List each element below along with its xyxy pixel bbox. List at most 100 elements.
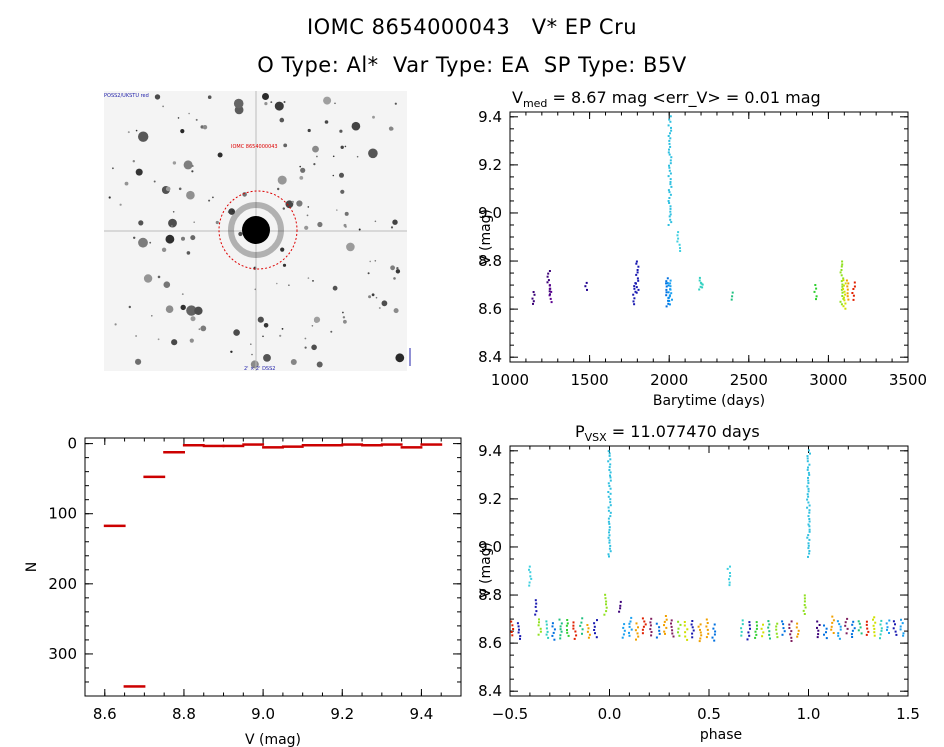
phased-point: [808, 552, 811, 555]
phased-point: [641, 628, 644, 631]
phased-point: [608, 547, 611, 550]
phased-point: [761, 635, 764, 638]
lightcurve-point: [842, 288, 845, 290]
phased-point: [572, 627, 575, 630]
phased-point: [607, 506, 610, 509]
phased-point: [741, 619, 744, 622]
phased-point: [609, 458, 612, 461]
lightcurve-point: [847, 298, 850, 301]
phased-point: [683, 621, 686, 623]
star: [135, 358, 142, 365]
phased-point: [678, 634, 681, 637]
star: [367, 272, 370, 275]
phased-point: [596, 619, 598, 622]
phased-point: [519, 635, 522, 638]
phased-point: [706, 622, 709, 624]
phased-point: [808, 463, 811, 466]
phased-point: [519, 637, 521, 640]
phased-point: [547, 636, 550, 639]
phased-point: [658, 632, 661, 635]
phased-point: [663, 624, 665, 627]
phased-point: [775, 625, 778, 628]
lightcurve-point: [842, 305, 845, 308]
phased-point: [511, 634, 514, 637]
lightcurve-point: [637, 279, 640, 282]
phased-point: [643, 620, 646, 623]
lightcurve-xtick-label: 2000: [650, 371, 688, 389]
phased-point: [608, 526, 611, 529]
star: [263, 354, 271, 362]
phased-point: [817, 629, 820, 632]
phased-point: [559, 634, 562, 637]
star: [135, 129, 138, 132]
star: [344, 225, 347, 228]
phased-point: [846, 627, 849, 630]
lightcurve-point: [532, 300, 535, 303]
star: [177, 117, 180, 119]
lightcurve-point: [669, 193, 672, 196]
phased-point: [623, 629, 626, 632]
lightcurve-point: [844, 293, 847, 296]
lightcurve-point: [668, 142, 671, 145]
lightcurve-point: [671, 298, 673, 301]
phased-point: [755, 621, 758, 624]
lightcurve-point: [637, 265, 640, 268]
phased-point: [607, 536, 610, 539]
phased-xtick-label: −0.5: [492, 705, 528, 723]
phased-point: [888, 619, 891, 622]
phased-xtick-label: 1.5: [896, 705, 920, 723]
phased-point: [605, 606, 608, 609]
phased-point: [546, 630, 549, 633]
chart-title-line1: IOMC 8654000043 V* EP Cru: [306, 15, 638, 39]
phased-ytick-label: 8.4: [478, 682, 502, 700]
histogram-bars: [103, 443, 443, 688]
star: [195, 118, 198, 121]
lightcurve-ytick-label: 9.4: [478, 108, 502, 126]
phased-point: [545, 623, 548, 626]
phased-point: [816, 636, 819, 639]
phased-point: [642, 625, 645, 628]
star: [390, 265, 395, 271]
phased-point: [609, 550, 612, 553]
phased-point: [844, 621, 847, 624]
lightcurve-point: [548, 287, 551, 290]
lightcurve-xtick-label: 1000: [491, 371, 529, 389]
lightcurve-point: [667, 297, 670, 299]
lightcurve-point: [840, 274, 843, 277]
phased-point: [808, 550, 811, 552]
phased-point: [534, 605, 537, 608]
star: [279, 117, 285, 123]
phased-point: [726, 567, 729, 570]
phased-point: [553, 638, 556, 641]
phased-point: [637, 635, 640, 638]
phased-point: [619, 607, 622, 610]
phased-point: [850, 633, 853, 636]
histogram-xtick-label: 9.2: [330, 705, 354, 723]
star: [112, 167, 114, 170]
star: [358, 228, 361, 231]
phased-point: [581, 617, 584, 620]
lightcurve-point: [698, 279, 701, 282]
star: [165, 234, 175, 244]
phased-point: [788, 623, 791, 626]
lightcurve-point: [635, 273, 638, 276]
lightcurve-xtick-label: 2500: [730, 371, 768, 389]
phased-point: [697, 625, 700, 628]
phased-point: [707, 632, 710, 635]
star: [368, 295, 372, 299]
lightcurve-point: [636, 271, 639, 274]
lightcurve-point: [668, 202, 671, 204]
phased-point: [699, 631, 702, 634]
phased-point: [781, 633, 784, 636]
star: [381, 300, 388, 307]
phased-point: [728, 578, 730, 581]
histogram-bar: [262, 446, 284, 449]
star: [127, 131, 130, 134]
phased-point: [609, 515, 612, 518]
lightcurve-point: [841, 291, 844, 294]
phased-point: [603, 613, 606, 616]
phased-point: [628, 634, 631, 637]
phased-point: [538, 618, 540, 621]
phased-point: [572, 624, 575, 627]
lightcurve-point: [841, 260, 844, 263]
